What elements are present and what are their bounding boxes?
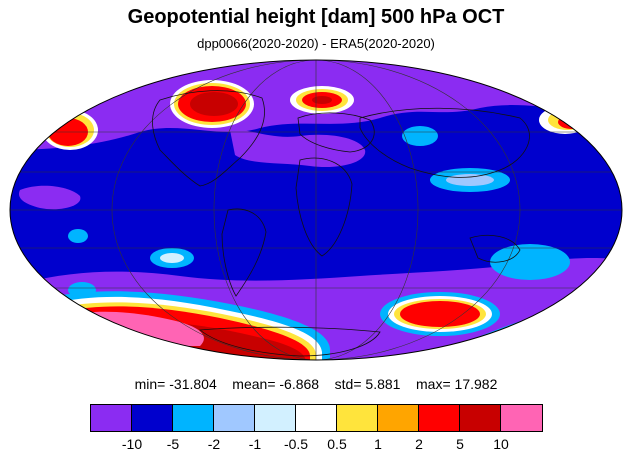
max-label: max= xyxy=(416,376,451,392)
colorbar-tick-label: 10 xyxy=(493,436,509,452)
colorbar-cell xyxy=(419,405,460,431)
anomaly-north-europe xyxy=(290,86,354,114)
plot-title: Geopotential height [dam] 500 hPa OCT xyxy=(127,6,505,28)
colorbar-tick-label: -1 xyxy=(248,436,262,452)
mean-value: -6.868 xyxy=(279,376,320,392)
min-value: -31.804 xyxy=(169,376,217,392)
colorbar-cell xyxy=(132,405,173,431)
light-blue-patch-west xyxy=(68,229,88,243)
colorbar xyxy=(90,404,543,432)
graticule xyxy=(10,60,622,360)
anomaly-south-indian xyxy=(380,292,500,336)
colorbar-tick-label: -2 xyxy=(207,436,221,452)
statistics-line: min= -31.804 mean= -6.868 std= 5.881 max… xyxy=(0,376,632,392)
colorbar-tick-label: 2 xyxy=(415,436,423,452)
colorbar-tick-label: 5 xyxy=(456,436,464,452)
colorbar-cell xyxy=(460,405,501,431)
colorbar-tick-label: -0.5 xyxy=(283,436,309,452)
colorbar-cell xyxy=(91,405,132,431)
purple-region-pacific xyxy=(18,185,81,210)
colorbar-tick-label: 0.5 xyxy=(327,436,347,452)
colorbar-cell xyxy=(501,405,542,431)
std-value: 5.881 xyxy=(365,376,401,392)
world-map xyxy=(9,59,623,361)
colorbar-tick-label: -5 xyxy=(166,436,180,452)
coastlines xyxy=(152,90,530,357)
light-blue-patch-pacific-core xyxy=(160,253,184,263)
colorbar-tick-label: -10 xyxy=(121,436,143,452)
max-value: 17.982 xyxy=(454,376,498,392)
anomaly-west-pacific xyxy=(42,110,98,150)
light-blue-patch-asia-core xyxy=(446,174,494,186)
colorbar-cell xyxy=(255,405,296,431)
colorbar-cell xyxy=(337,405,378,431)
map-outline xyxy=(9,59,623,361)
colorbar-tick-label: 1 xyxy=(374,436,382,452)
plot-subtitle: dpp0066(2020-2020) - ERA5(2020-2020) xyxy=(197,36,435,51)
colorbar-cell xyxy=(214,405,255,431)
anomaly-north-america xyxy=(170,80,254,128)
light-blue-patch-siberia xyxy=(402,126,438,146)
mean-label: mean= xyxy=(232,376,276,392)
min-label: min= xyxy=(134,376,166,392)
colorbar-cell xyxy=(173,405,214,431)
std-label: std= xyxy=(334,376,362,392)
light-blue-patch-indian xyxy=(490,244,570,280)
anomaly-east-pacific xyxy=(539,106,591,134)
purple-region-atlantic xyxy=(230,129,366,168)
colorbar-cell xyxy=(378,405,419,431)
colorbar-cell xyxy=(296,405,337,431)
